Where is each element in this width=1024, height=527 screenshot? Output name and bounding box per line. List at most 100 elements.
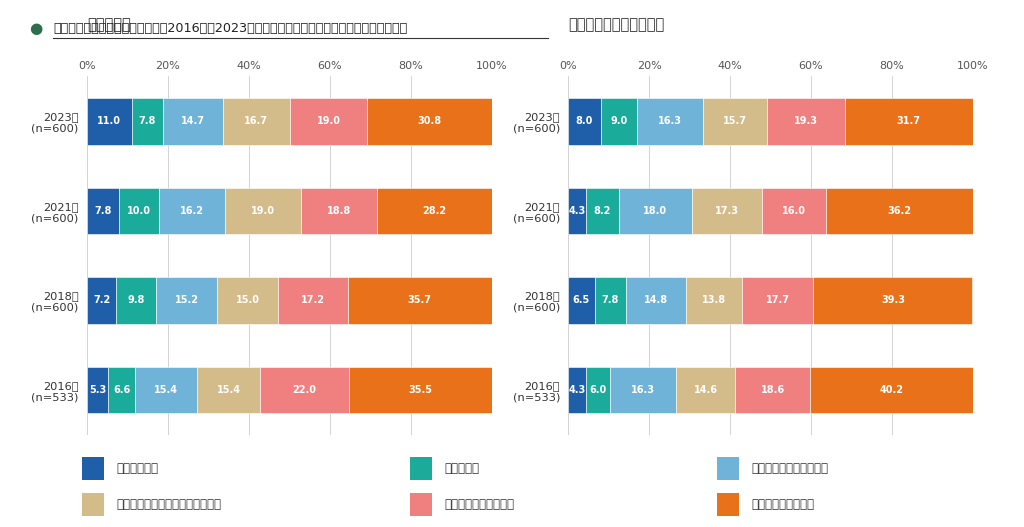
Text: 全く積極的ではない: 全く積極的ではない <box>752 497 815 511</box>
Bar <box>156 277 217 324</box>
Text: 6.5: 6.5 <box>572 296 590 305</box>
Bar <box>119 188 159 234</box>
Bar <box>224 188 301 234</box>
Bar <box>378 188 492 234</box>
Bar <box>290 98 367 144</box>
Text: 7.8: 7.8 <box>138 116 156 126</box>
Bar <box>568 98 601 144</box>
Bar <box>109 367 135 413</box>
Text: 18.8: 18.8 <box>328 206 351 216</box>
Bar <box>87 277 116 324</box>
Bar <box>568 277 595 324</box>
Text: 18.0: 18.0 <box>643 206 668 216</box>
Text: 35.5: 35.5 <box>409 385 432 395</box>
Bar <box>813 277 973 324</box>
Text: 7.8: 7.8 <box>602 296 620 305</box>
Bar <box>810 367 973 413</box>
Text: どちらかといえば積極的: どちらかといえば積極的 <box>752 462 828 475</box>
Bar <box>87 188 119 234</box>
Text: 35.7: 35.7 <box>408 296 432 305</box>
Bar <box>586 188 618 234</box>
Text: 17.7: 17.7 <box>766 296 790 305</box>
Text: 10.0: 10.0 <box>127 206 151 216</box>
Text: 8.2: 8.2 <box>594 206 611 216</box>
Text: 16.3: 16.3 <box>658 116 682 126</box>
Bar <box>116 277 156 324</box>
Bar <box>618 188 691 234</box>
Bar <box>741 277 813 324</box>
Text: 9.0: 9.0 <box>610 116 628 126</box>
Bar <box>703 98 767 144</box>
Bar <box>676 367 735 413</box>
Bar <box>367 98 492 144</box>
Text: 31.7: 31.7 <box>897 116 921 126</box>
Bar <box>735 367 810 413</box>
Text: 非常に積極的: 非常に積極的 <box>117 462 159 475</box>
Text: 15.0: 15.0 <box>236 296 260 305</box>
Text: ●: ● <box>29 22 42 36</box>
Text: 15.2: 15.2 <box>174 296 199 305</box>
Text: 16.0: 16.0 <box>782 206 806 216</box>
Text: 4.3: 4.3 <box>568 206 586 216</box>
Bar <box>82 493 104 515</box>
Bar <box>601 98 637 144</box>
Bar <box>82 457 104 480</box>
Text: 19.3: 19.3 <box>794 116 817 126</box>
Bar <box>568 367 586 413</box>
Text: 18.6: 18.6 <box>761 385 784 395</box>
Bar <box>87 98 131 144</box>
Bar <box>159 188 224 234</box>
Text: 15.4: 15.4 <box>217 385 241 395</box>
Bar <box>626 277 686 324</box>
Text: 5.3: 5.3 <box>89 385 106 395</box>
Bar <box>762 188 826 234</box>
Text: 36.2: 36.2 <box>888 206 911 216</box>
Text: 11.0: 11.0 <box>97 116 121 126</box>
Bar <box>410 493 432 515</box>
Bar <box>217 277 278 324</box>
Bar <box>222 98 290 144</box>
Text: 15.7: 15.7 <box>723 116 746 126</box>
Bar <box>767 98 845 144</box>
Text: 13.8: 13.8 <box>701 296 726 305</box>
Text: 16.7: 16.7 <box>245 116 268 126</box>
Bar <box>717 457 739 480</box>
Text: 17.3: 17.3 <box>715 206 738 216</box>
Text: 17.2: 17.2 <box>301 296 325 305</box>
Text: 14.6: 14.6 <box>693 385 718 395</box>
Bar <box>686 277 741 324</box>
Bar <box>826 188 973 234</box>
Text: 7.8: 7.8 <box>94 206 112 216</box>
Text: （正社員）: （正社員） <box>87 17 131 32</box>
Bar <box>301 188 378 234</box>
Bar <box>349 367 493 413</box>
Text: あまり積極的ではない: あまり積極的ではない <box>444 497 514 511</box>
Text: 14.7: 14.7 <box>181 116 205 126</box>
Bar <box>568 188 586 234</box>
Text: 19.0: 19.0 <box>251 206 275 216</box>
Text: 4.3: 4.3 <box>568 385 586 395</box>
Bar <box>135 367 198 413</box>
Text: 39.3: 39.3 <box>881 296 905 305</box>
Bar <box>595 277 626 324</box>
Bar <box>347 277 492 324</box>
Text: 6.6: 6.6 <box>114 385 130 395</box>
Bar <box>131 98 163 144</box>
Text: やや積極的: やや積極的 <box>444 462 479 475</box>
Text: 19.0: 19.0 <box>316 116 341 126</box>
Text: 16.2: 16.2 <box>180 206 204 216</box>
Bar <box>845 98 973 144</box>
Text: 30.8: 30.8 <box>417 116 441 126</box>
Bar <box>637 98 703 144</box>
Text: 9.8: 9.8 <box>127 296 144 305</box>
Text: 40.2: 40.2 <box>880 385 903 395</box>
Bar <box>610 367 676 413</box>
Text: 【企業】シニア採用への積極性（2016年～2023年の推移）　　（単一回答）【対象者：全員】: 【企業】シニア採用への積極性（2016年～2023年の推移） （単一回答）【対象… <box>53 23 408 35</box>
Bar <box>163 98 222 144</box>
Bar <box>717 493 739 515</box>
Text: 6.0: 6.0 <box>589 385 606 395</box>
Bar <box>260 367 349 413</box>
Text: 7.2: 7.2 <box>93 296 111 305</box>
Bar <box>691 188 762 234</box>
Bar <box>198 367 260 413</box>
